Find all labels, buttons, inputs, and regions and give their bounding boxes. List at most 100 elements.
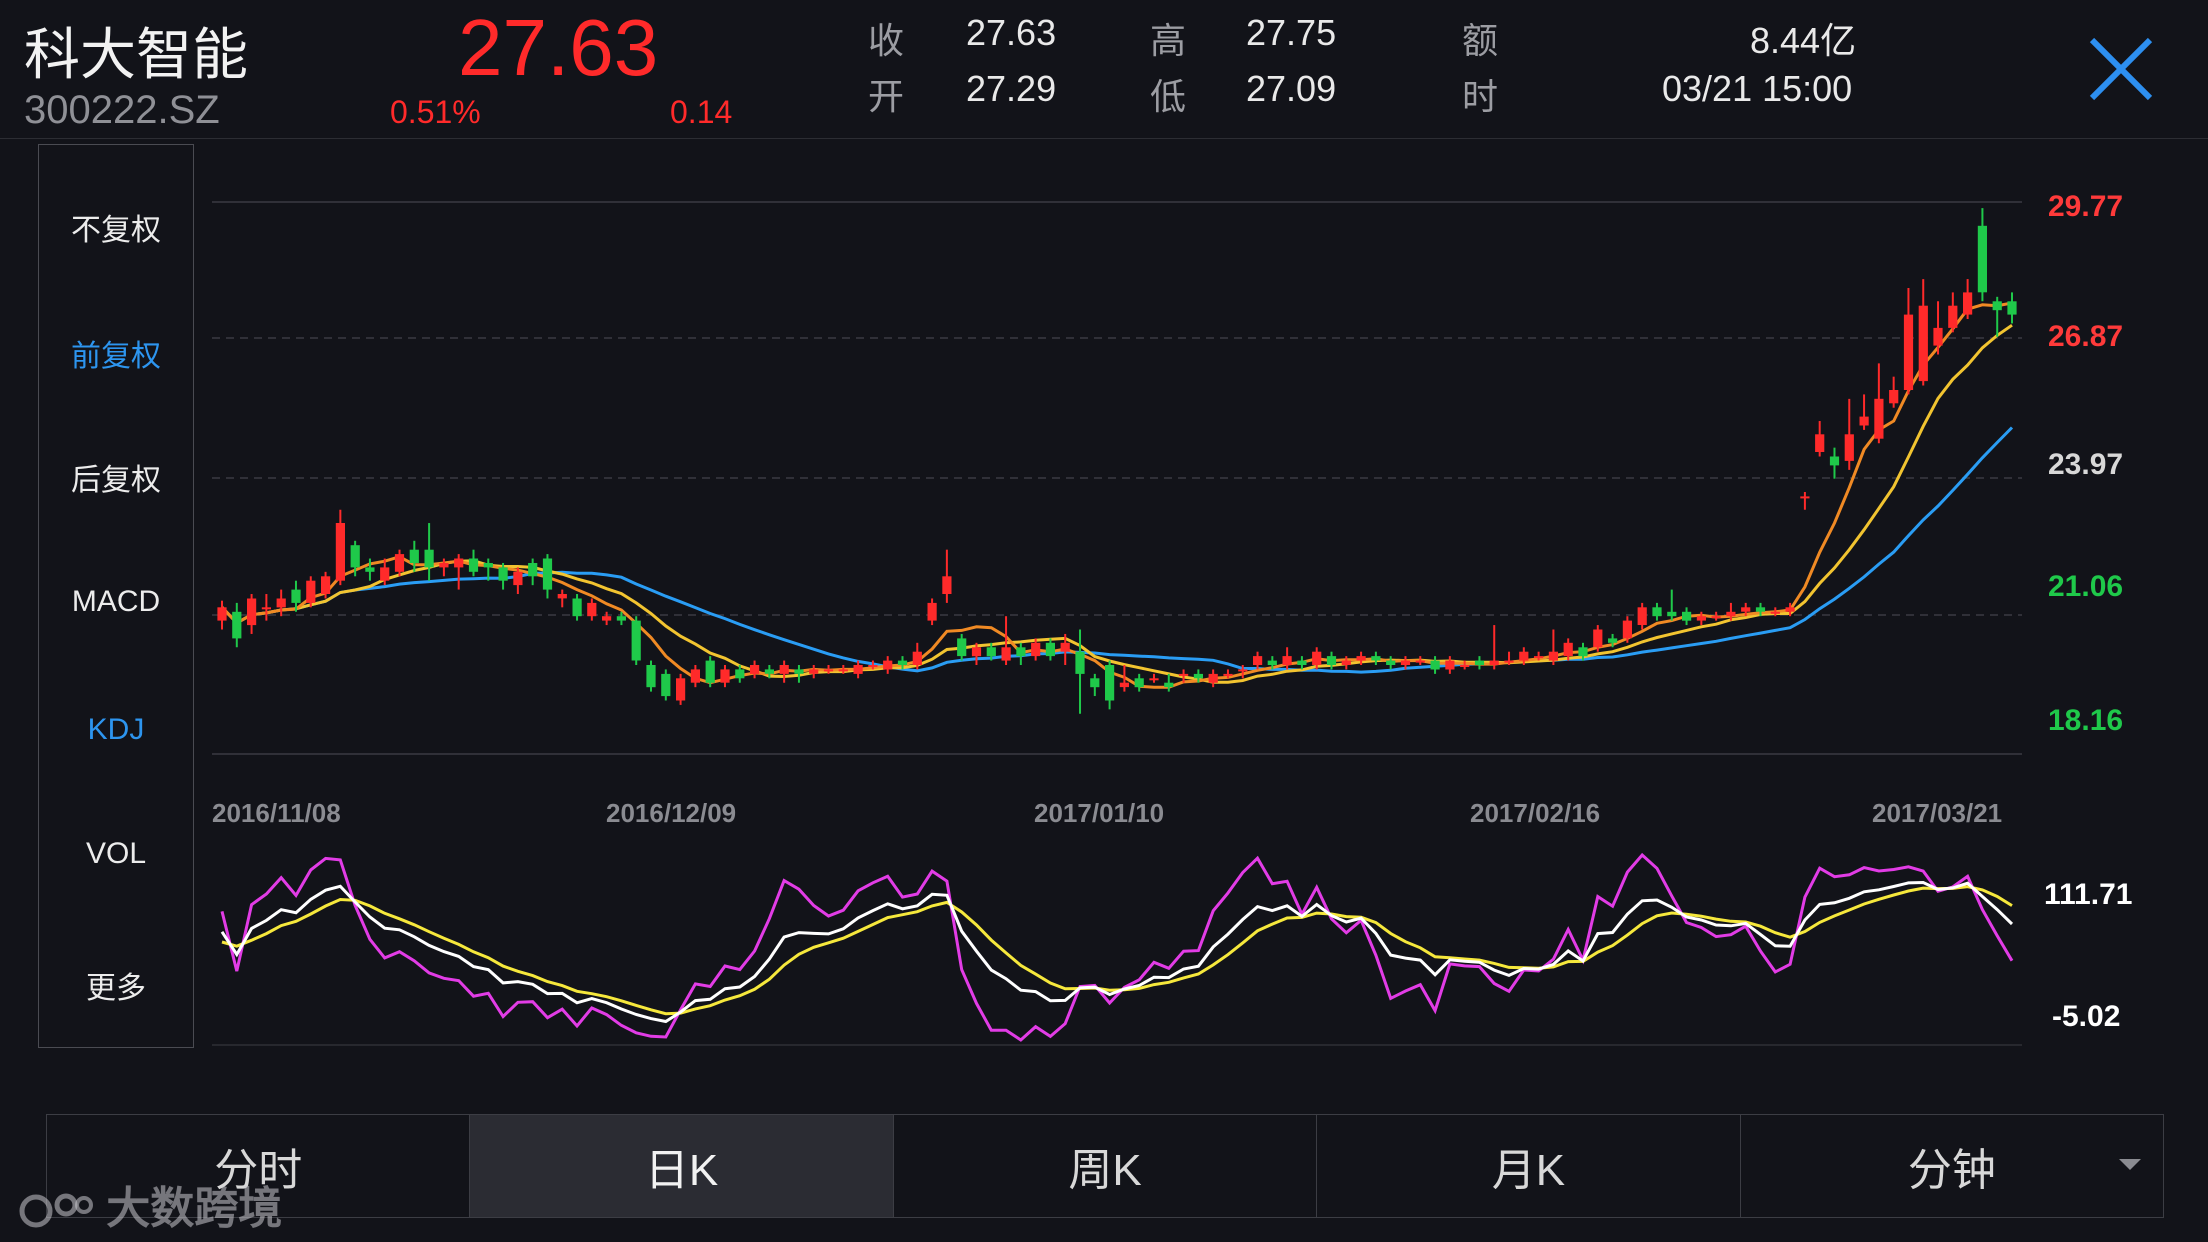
menu-kdj[interactable]: KDJ [87,713,145,746]
candle-body [1682,611,1692,621]
close-icon [2089,37,2153,101]
close-value: 27.63 [966,12,1057,53]
candle-body [1001,647,1011,661]
menu-more[interactable]: 更多 [86,972,146,1005]
candle-body [1460,665,1470,667]
candle-body [1815,434,1825,452]
kdj-j-line [220,852,2014,1042]
candle-body [1948,305,1958,328]
candle-body [1903,314,1914,390]
candle-body [720,669,730,683]
candle-body [1785,607,1795,612]
candle-body [513,571,523,586]
menu-backward-adjust[interactable]: 后复权 [71,464,161,497]
candle-body [1371,656,1381,661]
kdj-tick-label: 111.71 [2044,878,2133,911]
stock-name: 科大智能 [24,23,248,86]
candle-body [587,602,597,617]
candle-body [380,567,390,581]
candle-body [823,669,834,672]
candle-body [1667,611,1677,617]
candle-body [1741,607,1751,612]
candle-body [1164,682,1174,688]
candle-body [335,523,345,581]
candle-body [1045,642,1055,657]
candle-body [646,665,656,688]
candle-body [1608,638,1618,643]
candle-body [247,598,257,626]
candle-body [1253,656,1263,665]
candle-body [1415,660,1425,663]
candle-body [1578,647,1588,657]
candle-body [883,660,893,670]
candle-body [1238,669,1248,672]
candle-body [261,607,271,610]
kline-chart[interactable] [0,0,2208,1100]
watermark-text: 大数跨境 [106,1184,283,1233]
change-amount: 0.14 [670,94,733,130]
candle-body [1622,620,1632,639]
date-tick-label: 2017/01/10 [1034,798,1165,828]
candle-body [912,651,922,665]
candle-body [1208,673,1218,683]
candle-body [705,660,715,683]
candle-body [602,616,612,621]
menu-no-adjust[interactable]: 不复权 [71,214,161,247]
candle-body [1829,456,1840,466]
candle-body [764,669,774,674]
candle-body [1711,616,1721,619]
menu-forward-adjust[interactable]: 前复权 [71,340,161,373]
date-tick-label: 2017/03/21 [1872,798,2003,828]
candle-body [1149,678,1159,681]
candle-body [1223,673,1233,676]
price-tick-label: 18.16 [2048,704,2124,737]
candle-body [557,594,567,599]
candle-body [394,554,405,572]
candle-body [986,647,996,657]
candle-body [868,665,878,667]
tab-monthly-k[interactable]: 月K [1317,1115,1741,1217]
candle-body [1963,292,1973,315]
candle-body [1874,398,1884,439]
current-price: 27.63 [458,3,659,92]
candle-body [1474,660,1485,665]
tab-intraday[interactable]: 分时 [47,1115,471,1217]
menu-vol[interactable]: VOL [85,837,147,870]
date-tick-label: 2016/12/09 [606,798,737,828]
tab-daily-k[interactable]: 日K [470,1115,894,1217]
close-button[interactable] [2080,30,2170,110]
candle-body [942,576,952,594]
candle-body [1119,682,1129,688]
candle-body [1859,416,1869,426]
candle-body [321,576,331,594]
candle-body [1016,647,1026,657]
period-tabs: 分时 日K 周K 月K 分钟 [46,1114,2164,1218]
tab-weekly-k[interactable]: 周K [894,1115,1318,1217]
price-tick-label: 23.97 [2048,448,2124,481]
menu-macd[interactable]: MACD [71,585,161,618]
tab-minute[interactable]: 分钟 [1741,1115,2163,1217]
candle-body [957,638,967,657]
candle-body [1031,642,1041,657]
candle-body [1726,611,1736,617]
candle-body [1889,390,1899,404]
stock-code: 300222.SZ [24,88,220,132]
price-tick-label: 29.77 [2048,190,2124,223]
high-value: 27.75 [1246,12,1337,53]
time-value: 03/21 15:00 [1662,68,1853,109]
candle-body [468,558,479,572]
candle-body [1105,665,1115,701]
candle-body [306,580,316,603]
candle-body [1075,651,1085,674]
candle-body [1430,660,1440,670]
candle-body [1090,678,1100,688]
candle-body [1267,660,1277,665]
candle-body [276,598,286,608]
price-tick-label: 21.06 [2048,570,2124,603]
candle-body [1504,660,1514,663]
candle-body [1755,607,1766,612]
candle-body [794,669,804,674]
candle-body [1563,642,1573,657]
kdj-k-line [220,880,2014,1024]
candle-body [1193,673,1203,679]
